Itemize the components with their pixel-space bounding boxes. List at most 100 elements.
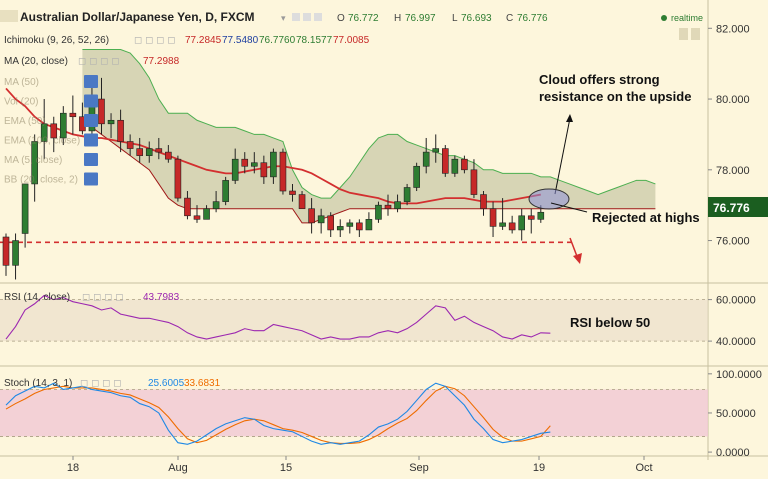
hidden-indicator-label: EMA (100, close)	[4, 136, 80, 147]
time-axis: 18 Aug 15 Sep 19 Oct	[67, 456, 653, 474]
rsi-tick-label: 60.0000	[716, 295, 756, 307]
hidden-indicator-label: BB (20, close, 2)	[4, 175, 78, 186]
price-badge: 76.776	[708, 197, 768, 217]
ohlc-high-label: H	[394, 13, 401, 24]
candle-bull	[203, 208, 210, 220]
candle-bear	[136, 148, 143, 156]
hidden-indicator-label: Vol (20)	[4, 97, 38, 108]
eye-icon	[84, 172, 98, 186]
time-tick-label: 18	[67, 462, 79, 474]
eye-icon	[84, 94, 98, 108]
candle-bear	[241, 158, 249, 167]
compare-icon[interactable]	[679, 28, 688, 40]
stoch-legend: Stoch (14, 3, 1) ◻ ◻ ◻ ◻ 25.6005 33.6831	[4, 378, 221, 389]
rsi-legend: RSI (14, close) ◻ ◻ ◻ ◻ 43.7983	[4, 292, 180, 303]
more-icon[interactable]	[314, 13, 322, 21]
candle-bull	[336, 226, 344, 231]
collapse-icon[interactable]	[0, 10, 18, 22]
ohlc-high: 76.997	[405, 13, 436, 24]
candle-bear	[289, 190, 296, 195]
candle-bull	[403, 187, 411, 202]
settings-icon[interactable]	[292, 13, 300, 21]
ichimoku-value-4: 78.1577	[296, 35, 333, 46]
rsi-line	[5, 294, 551, 340]
cloud-span-b	[82, 119, 656, 224]
price-badge-bg	[708, 197, 768, 217]
candle-bull	[59, 112, 67, 139]
candle-bear	[98, 98, 105, 125]
candle-bear	[117, 119, 124, 142]
symbol-title: Australian Dollar/Japanese Yen, D, FXCM	[20, 10, 255, 24]
realtime-dot-icon	[661, 15, 667, 21]
highs-ellipse	[528, 188, 570, 210]
legend-buttons-icon[interactable]: ◻ ◻ ◻ ◻	[82, 292, 124, 303]
legend-buttons-icon[interactable]: ◻ ◻ ◻ ◻	[80, 378, 122, 389]
hidden-indicator-label: MA (5, close)	[4, 155, 62, 166]
candle-bear	[461, 158, 468, 171]
stoch-d-line	[5, 385, 551, 445]
candle-bear	[308, 208, 315, 224]
candle-bear	[193, 215, 201, 220]
candle-bull	[231, 158, 239, 181]
candle-bear	[384, 204, 392, 210]
ohlc-low-label: L	[452, 13, 458, 24]
legend-buttons-icon[interactable]: ◻ ◻ ◻ ◻	[78, 56, 120, 67]
realtime-label: realtime	[671, 13, 703, 23]
cloud-annotation-line1: Cloud offers strong	[539, 72, 660, 87]
candle-bull	[375, 204, 382, 220]
candle-bull	[422, 151, 430, 167]
candle-bear	[2, 236, 10, 266]
price-tick-label: 78.000	[716, 165, 750, 177]
rsi-value: 43.7983	[143, 292, 180, 303]
close-icon[interactable]	[303, 13, 311, 21]
cloud-arrow-line	[554, 117, 571, 195]
price-tick-label: 80.000	[716, 94, 750, 106]
down-arrow-head-icon	[573, 253, 582, 264]
candle-bull	[31, 141, 38, 185]
ohlc-close-label: C	[506, 13, 513, 24]
stoch-tick-label: 0.0000	[716, 447, 750, 459]
candle-bear	[165, 151, 172, 160]
hidden-indicator-label: EMA (50)	[4, 116, 46, 127]
time-tick-label: 15	[280, 462, 292, 474]
candle-bull	[413, 165, 420, 188]
time-tick-label: Oct	[635, 462, 652, 474]
split-icon[interactable]	[691, 28, 700, 40]
candle-bull	[270, 151, 277, 178]
hidden-indicators: MA (50) Vol (20) EMA (50) EMA (100, close) M…	[4, 75, 98, 186]
hidden-indicator-label: MA (50)	[4, 77, 39, 88]
time-tick-label: 19	[533, 462, 545, 474]
ichimoku-value-1: 77.2845	[185, 35, 222, 46]
candle-bull	[40, 123, 48, 142]
candle-bull	[451, 158, 459, 174]
candle-bull	[518, 215, 526, 231]
candle-bear	[489, 208, 497, 227]
candle-bear	[441, 148, 449, 174]
eye-icon	[84, 75, 98, 88]
cloud-span-a	[82, 49, 656, 199]
price-tick-label: 76.000	[716, 236, 750, 248]
candle-bear	[470, 169, 478, 195]
chevron-down-icon[interactable]: ▾	[281, 13, 286, 23]
time-tick-label: Sep	[409, 462, 429, 474]
candle-bear	[50, 123, 58, 139]
stoch-label[interactable]: Stoch (14, 3, 1)	[4, 378, 72, 389]
stoch-pane	[0, 382, 708, 445]
ohlc-open-label: O	[337, 13, 345, 24]
ichimoku-label[interactable]: Ichimoku (9, 26, 52, 26)	[4, 35, 109, 46]
candle-bear	[279, 151, 287, 192]
rsi-tick-label: 40.0000	[716, 336, 756, 348]
candle-bear	[184, 197, 191, 217]
legend-buttons-icon[interactable]: ◻ ◻ ◻ ◻	[134, 35, 176, 46]
candle-bull	[432, 148, 440, 153]
candle-bull	[222, 180, 229, 202]
rsi-label[interactable]: RSI (14, close)	[4, 292, 70, 303]
candle-bull	[145, 148, 153, 156]
ichimoku-value-3: 76.7760	[259, 35, 296, 46]
main-pane	[0, 0, 768, 460]
stoch-tick-label: 50.0000	[716, 408, 756, 420]
ma20-label[interactable]: MA (20, close)	[4, 56, 68, 67]
ohlc-low: 76.693	[461, 13, 492, 24]
price-axis: 82.000 80.000 78.000 76.000 60.0000 40.0000 10…	[708, 23, 762, 459]
